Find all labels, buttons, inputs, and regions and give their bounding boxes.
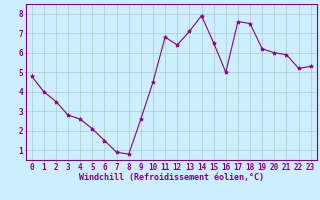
X-axis label: Windchill (Refroidissement éolien,°C): Windchill (Refroidissement éolien,°C)	[79, 173, 264, 182]
